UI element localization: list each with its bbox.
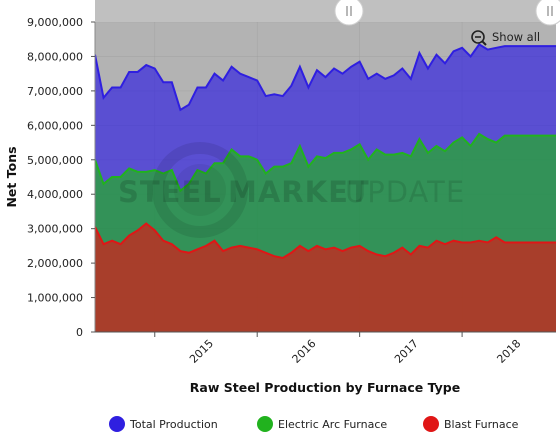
range-scroller[interactable] (95, 0, 556, 22)
area-blast-furnace (95, 223, 556, 332)
watermark-logo-icon (152, 142, 248, 238)
y-tick-label: 0 (76, 326, 83, 339)
y-tick-label: 9,000,000 (27, 16, 83, 29)
x-axis-title: Raw Steel Production by Furnace Type (190, 380, 460, 395)
y-tick-label: 6,000,000 (27, 119, 83, 132)
y-tick-label: 8,000,000 (27, 50, 83, 63)
x-tick-label: 2015 (187, 337, 216, 366)
x-tick-label: 2016 (290, 337, 319, 366)
show-all-label[interactable]: Show all (492, 30, 540, 44)
scroller-left-handle[interactable] (334, 0, 364, 26)
y-tick-label: 7,000,000 (27, 85, 83, 98)
legend-item-total-production[interactable]: Total Production (109, 416, 218, 432)
legend: Total Production Electric Arc Furnace Blas… (109, 416, 519, 432)
legend-swatch-electric-arc-furnace (257, 416, 273, 432)
legend-label-blast-furnace: Blast Furnace (444, 418, 519, 431)
watermark-word-1: STEEL (118, 175, 222, 209)
legend-item-electric-arc-furnace[interactable]: Electric Arc Furnace (257, 416, 387, 432)
legend-swatch-total-production (109, 416, 125, 432)
x-tick-labels: 2015 2016 2017 2018 (154, 332, 523, 366)
legend-label-total-production: Total Production (129, 418, 218, 431)
legend-swatch-blast-furnace (423, 416, 439, 432)
y-tick-label: 1,000,000 (27, 292, 83, 305)
line-electric-arc-furnace (95, 132, 556, 193)
line-total-production (95, 43, 556, 112)
line-blast-furnace (95, 222, 556, 259)
legend-item-blast-furnace[interactable]: Blast Furnace (423, 416, 519, 432)
series-areas (95, 43, 556, 332)
y-tick-label: 4,000,000 (27, 188, 83, 201)
x-tick-label: 2018 (494, 337, 523, 366)
x-tick-label: 2017 (392, 337, 421, 366)
y-axis-title: Net Tons (4, 146, 19, 207)
legend-label-electric-arc-furnace: Electric Arc Furnace (278, 418, 387, 431)
y-tick-labels: 0 1,000,000 2,000,000 3,000,000 4,000,000 5,0… (27, 16, 95, 339)
scroller-right-handle[interactable] (535, 0, 560, 26)
show-all-button[interactable]: Show all (466, 27, 546, 47)
y-tick-label: 2,000,000 (27, 257, 83, 270)
zoom-out-icon (471, 30, 487, 46)
watermark-word-2: MARKET (228, 175, 370, 209)
watermark: STEEL MARKET UPDATE (118, 142, 465, 238)
y-tick-label: 5,000,000 (27, 154, 83, 167)
scroller-overlay[interactable] (95, 0, 556, 22)
watermark-word-3: UPDATE (345, 175, 465, 209)
watermark-logo-inner-icon (174, 164, 226, 216)
y-tick-label: 3,000,000 (27, 223, 83, 236)
